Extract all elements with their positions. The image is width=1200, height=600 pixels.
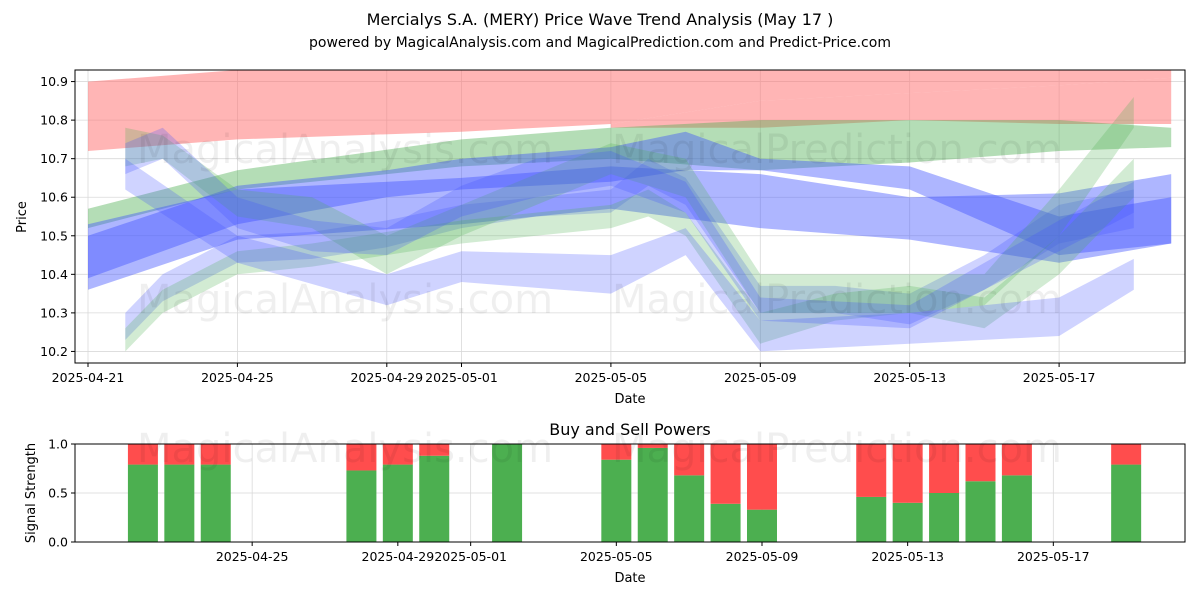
buy-bar bbox=[1001, 475, 1032, 542]
sell-bar bbox=[746, 444, 777, 510]
signal-x-tick-label: 2025-05-01 bbox=[434, 549, 507, 564]
signal-x-tick-label: 2025-04-25 bbox=[216, 549, 289, 564]
sell-bar bbox=[637, 444, 668, 448]
sell-bar bbox=[856, 444, 887, 497]
sell-bar bbox=[382, 444, 413, 465]
price-x-axis-label: Date bbox=[614, 392, 645, 407]
price-x-tick-label: 2025-05-05 bbox=[575, 370, 648, 385]
sell-bar bbox=[1001, 444, 1032, 476]
sell-bar bbox=[1111, 444, 1142, 465]
price-band-green-6 bbox=[125, 158, 1134, 352]
price-band-blue-4 bbox=[88, 131, 1172, 279]
price-y-tick-label: 10.9 bbox=[40, 74, 68, 89]
signal-x-tick-label: 2025-05-13 bbox=[871, 549, 944, 564]
signal-panel-title: Buy and Sell Powers bbox=[549, 420, 711, 439]
signal-x-tick-label: 2025-05-17 bbox=[1017, 549, 1090, 564]
price-bands bbox=[88, 70, 1172, 352]
signal-panel: Buy and Sell Powers MagicalAnalysis.com … bbox=[24, 420, 1186, 586]
sell-bar bbox=[419, 444, 450, 456]
buy-bar bbox=[710, 503, 741, 542]
price-x-tick-label: 2025-05-01 bbox=[425, 370, 498, 385]
price-x-tick-label: 2025-04-29 bbox=[350, 370, 423, 385]
price-x-tick-label: 2025-04-21 bbox=[52, 370, 125, 385]
watermark-analysis-mid: MagicalAnalysis.com bbox=[137, 277, 553, 323]
signal-x-tick-label: 2025-05-09 bbox=[726, 549, 799, 564]
buy-bar bbox=[492, 444, 523, 542]
price-x-ticks: 2025-04-21 2025-04-25 2025-04-29 2025-05-01… bbox=[52, 363, 1096, 385]
buy-bar bbox=[346, 470, 377, 542]
price-x-tick-label: 2025-04-25 bbox=[201, 370, 274, 385]
sell-bar bbox=[164, 444, 195, 465]
price-plot-frame bbox=[74, 69, 1186, 364]
price-y-ticks: 10.2 10.3 10.4 10.5 10.6 10.7 10.8 10.9 bbox=[40, 74, 75, 359]
signal-x-axis-label: Date bbox=[614, 571, 645, 586]
buy-bar bbox=[674, 475, 705, 542]
sell-bar bbox=[965, 444, 996, 482]
buy-bar bbox=[965, 481, 996, 542]
price-y-tick-label: 10.3 bbox=[40, 305, 68, 320]
buy-bar bbox=[200, 464, 231, 542]
price-y-tick-label: 10.5 bbox=[40, 228, 68, 243]
price-band-green-7 bbox=[125, 97, 1134, 313]
signal-y-tick-label: 1.0 bbox=[48, 437, 68, 452]
sell-bar bbox=[710, 444, 741, 504]
buy-bar bbox=[1111, 464, 1142, 542]
signal-y-tick-label: 0.5 bbox=[48, 486, 68, 501]
price-y-tick-label: 10.8 bbox=[40, 113, 68, 128]
price-band-blue-8 bbox=[125, 127, 1134, 329]
buy-bar bbox=[637, 447, 668, 542]
buy-bar bbox=[929, 493, 960, 542]
buy-bar bbox=[127, 464, 158, 542]
price-x-tick-label: 2025-05-13 bbox=[873, 370, 946, 385]
sell-bar bbox=[892, 444, 923, 503]
sell-bar bbox=[200, 444, 231, 465]
watermark-prediction-mid: MagicalPrediction.com bbox=[612, 277, 1062, 323]
watermark-analysis-bottom: MagicalAnalysis.com bbox=[137, 426, 553, 472]
price-band-green-2 bbox=[88, 120, 1172, 229]
signal-x-tick-label: 2025-05-05 bbox=[580, 549, 653, 564]
signal-x-tick-label: 2025-04-29 bbox=[362, 549, 435, 564]
signal-y-axis-label: Signal Strength bbox=[24, 443, 39, 543]
price-panel: MagicalAnalysis.com MagicalPrediction.co… bbox=[15, 69, 1186, 407]
chart-subtitle: powered by MagicalAnalysis.com and Magic… bbox=[309, 35, 891, 51]
sell-bar bbox=[929, 444, 960, 493]
sell-bar bbox=[601, 444, 632, 460]
price-band-blue-9 bbox=[125, 158, 1134, 352]
chart-title: Mercialys S.A. (MERY) Price Wave Trend A… bbox=[367, 10, 834, 29]
buy-bar bbox=[856, 496, 887, 542]
buy-bar bbox=[746, 509, 777, 542]
watermark-prediction-top: MagicalPrediction.com bbox=[612, 127, 1062, 173]
price-y-tick-label: 10.7 bbox=[40, 151, 68, 166]
buy-bar bbox=[419, 455, 450, 542]
buy-bar bbox=[164, 464, 195, 542]
price-band-blue-5 bbox=[125, 158, 1134, 340]
price-y-axis-label: Price bbox=[15, 201, 30, 233]
watermark-prediction-bottom: MagicalPrediction.com bbox=[612, 426, 1062, 472]
price-band-red-0 bbox=[88, 70, 1172, 151]
price-y-tick-label: 10.2 bbox=[40, 344, 68, 359]
price-y-tick-label: 10.4 bbox=[40, 267, 68, 282]
price-x-tick-label: 2025-05-09 bbox=[724, 370, 797, 385]
buy-bar bbox=[892, 502, 923, 542]
sell-bar bbox=[346, 444, 377, 471]
buy-bar bbox=[382, 464, 413, 542]
price-band-red-1 bbox=[610, 77, 1172, 128]
price-band-blue-3 bbox=[88, 166, 1172, 290]
watermark-analysis-top: MagicalAnalysis.com bbox=[137, 127, 553, 173]
signal-x-ticks: 2025-04-25 2025-04-29 2025-05-01 2025-05-05… bbox=[216, 542, 1090, 564]
sell-bar bbox=[127, 444, 158, 465]
price-y-tick-label: 10.6 bbox=[40, 190, 68, 205]
signal-y-tick-label: 0.0 bbox=[48, 535, 68, 550]
sell-bar bbox=[674, 444, 705, 476]
signal-bars bbox=[127, 444, 1142, 542]
buy-bar bbox=[601, 459, 632, 542]
price-x-tick-label: 2025-05-17 bbox=[1023, 370, 1096, 385]
signal-y-ticks: 0.0 0.5 1.0 bbox=[48, 437, 75, 550]
